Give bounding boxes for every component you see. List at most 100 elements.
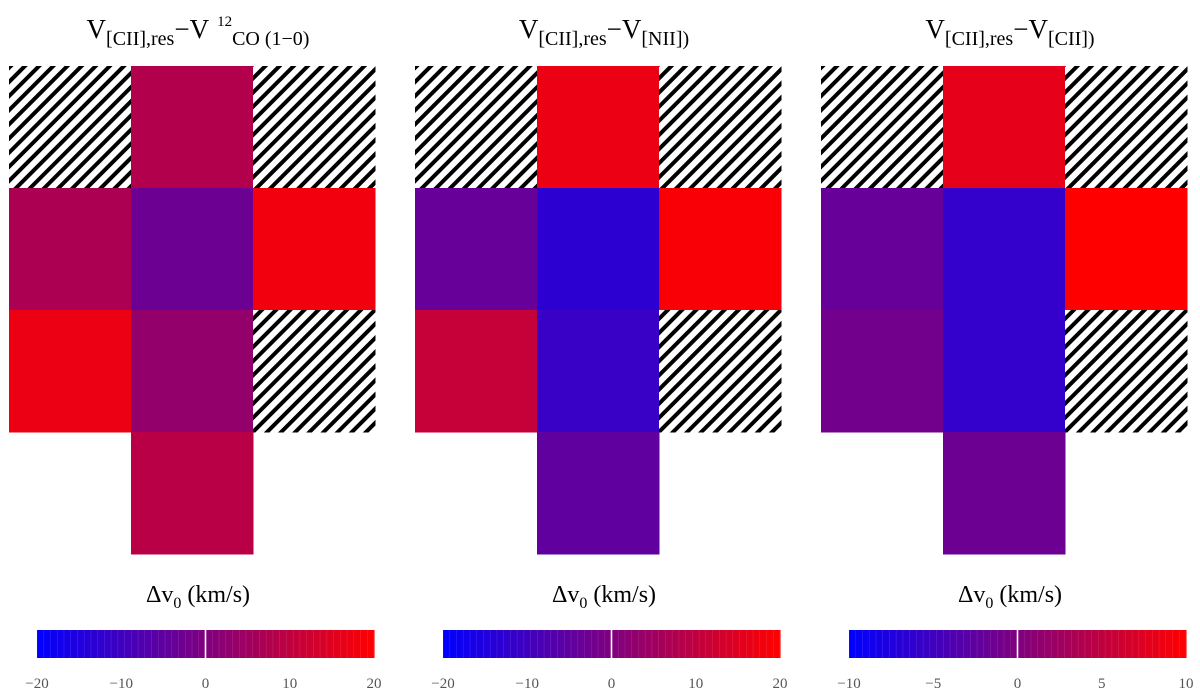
colorbar-segment <box>736 630 741 658</box>
colorbar-segment <box>1101 630 1106 658</box>
heatmap-cell <box>537 66 660 189</box>
colorbar-segment <box>1010 630 1015 658</box>
colorbar-segment <box>766 630 771 658</box>
colorbar-segment <box>695 630 700 658</box>
colorbar-segment <box>1017 630 1022 658</box>
colorbar-label-sub: 0 <box>579 595 588 612</box>
colorbar-segment <box>296 630 301 658</box>
colorbar-segment <box>131 630 136 658</box>
colorbar-segment <box>1034 630 1039 658</box>
colorbar-segment <box>960 630 965 658</box>
colorbar-segment <box>476 630 481 658</box>
heatmap-panel-nii: V[CII],res−V[NII]) Δv0 (km/s) −20 −10 0 10 2… <box>414 0 794 694</box>
title-minus: − <box>606 14 622 44</box>
colorbar-segment <box>1132 630 1137 658</box>
colorbar-segment <box>544 630 549 658</box>
colorbar-segment <box>483 630 488 658</box>
colorbar-segment <box>205 630 210 658</box>
colorbar-segment <box>1111 630 1116 658</box>
colorbar-segment <box>726 630 731 658</box>
colorbar-segment <box>138 630 143 658</box>
colorbar-segment <box>252 630 257 658</box>
colorbar-tick-label: 10 <box>282 676 298 692</box>
colorbar-segment <box>865 630 870 658</box>
colorbar-segment <box>493 630 498 658</box>
colorbar-segment <box>1179 630 1184 658</box>
title-sub: [CII],res <box>944 28 1014 50</box>
colorbar-segment <box>769 630 774 658</box>
colorbar-segment <box>1007 630 1012 658</box>
colorbar-label-unit: (km/s) <box>999 582 1063 608</box>
colorbar-segment <box>283 630 287 658</box>
colorbar-segment <box>1037 630 1042 658</box>
colorbar-segment <box>577 630 582 658</box>
colorbar-segment <box>655 630 660 658</box>
colorbar-segment <box>682 630 687 658</box>
heatmap-cell <box>821 188 944 311</box>
colorbar-segment <box>651 630 656 658</box>
colorbar-segment <box>756 630 761 658</box>
title-sup: 12 <box>217 14 233 30</box>
colorbar-segment <box>1084 630 1089 658</box>
colorbar-segment <box>343 630 348 658</box>
colorbar-segment <box>94 630 99 658</box>
colorbar-segment <box>909 630 914 658</box>
colorbar-label-main: Δv <box>551 582 580 608</box>
colorbar-segment <box>1182 630 1187 658</box>
colorbar-segment <box>286 630 291 658</box>
colorbar-label-sub: 0 <box>985 595 994 612</box>
colorbar-segment <box>1152 630 1157 658</box>
colorbar-segment <box>303 630 308 658</box>
colorbar-segment <box>1108 630 1113 658</box>
colorbar-segment <box>852 630 857 658</box>
heatmap-cell <box>537 188 660 311</box>
colorbar-segment <box>614 630 619 658</box>
colorbar-segment <box>763 630 768 658</box>
colorbar-segment <box>906 630 911 658</box>
colorbar-segment <box>604 630 609 658</box>
colorbar-tick-label: 20 <box>366 676 382 692</box>
colorbar-segment <box>293 630 298 658</box>
title-sub: [CII],res <box>538 28 607 50</box>
colorbar-segment <box>266 630 271 658</box>
colorbar <box>848 630 1187 658</box>
colorbar-segment <box>638 630 643 658</box>
colorbar-segment <box>154 630 159 658</box>
colorbar-segment <box>242 630 247 658</box>
colorbar-segment <box>990 630 995 658</box>
colorbar-segment <box>591 630 596 658</box>
hatched-cell <box>253 310 376 433</box>
colorbar-segment <box>453 630 458 658</box>
title-tail: CO (1−0) <box>232 28 310 50</box>
colorbar-segment <box>459 630 464 658</box>
colorbar-segment <box>57 630 62 658</box>
colorbar-segment <box>855 630 860 658</box>
colorbar-segment <box>1145 630 1150 658</box>
heatmap-cell <box>131 66 254 189</box>
hatched-cell <box>9 66 132 189</box>
heatmap-cell <box>131 188 254 311</box>
colorbar-segment <box>347 630 352 658</box>
colorbar-segment <box>1030 630 1035 658</box>
colorbar-segment <box>256 630 261 658</box>
colorbar-label: Δv0 (km/s) <box>414 582 794 613</box>
colorbar-segment <box>496 630 501 658</box>
colorbar-segment <box>1020 630 1025 658</box>
colorbar-tick-label: 10 <box>1178 676 1194 692</box>
title-v: V <box>86 14 107 44</box>
colorbar-segment <box>712 630 717 658</box>
colorbar-segment <box>101 630 105 658</box>
colorbar-segment <box>363 630 368 658</box>
colorbar-segment <box>134 630 139 658</box>
colorbar-label-unit: (km/s) <box>593 582 657 608</box>
colorbar-segment <box>983 630 988 658</box>
colorbar-segment <box>218 630 223 658</box>
colorbar-segment <box>567 630 572 658</box>
hatched-cell <box>659 66 782 189</box>
colorbar-segment <box>1088 630 1093 658</box>
colorbar-segment <box>77 630 82 658</box>
colorbar-segment <box>367 630 372 658</box>
colorbar-segment <box>746 630 751 658</box>
colorbar-segment <box>1175 630 1180 658</box>
colorbar-segment <box>1068 630 1073 658</box>
